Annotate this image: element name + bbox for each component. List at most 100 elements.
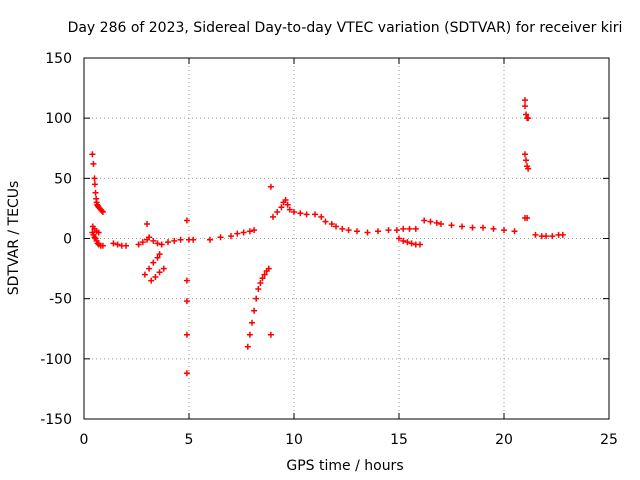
data-point <box>322 218 329 225</box>
data-point <box>99 209 106 216</box>
data-point <box>400 237 407 244</box>
data-point <box>282 196 289 203</box>
data-point <box>284 201 291 208</box>
data-point <box>522 103 528 110</box>
data-point <box>501 227 507 234</box>
data-point <box>297 210 304 217</box>
data-point <box>240 229 247 236</box>
data-point <box>393 227 400 234</box>
data-point <box>396 235 402 242</box>
data-point <box>255 286 262 293</box>
data-point <box>139 239 146 246</box>
grid <box>83 57 610 420</box>
data-point <box>339 225 346 232</box>
data-point <box>150 237 157 244</box>
data-point <box>278 204 285 211</box>
data-point <box>249 319 255 326</box>
data-point <box>135 241 142 248</box>
data-point <box>286 206 293 213</box>
data-point <box>400 225 407 232</box>
data-point <box>154 254 161 261</box>
data-point <box>412 225 419 232</box>
data-point <box>291 209 297 216</box>
data-point <box>318 213 325 220</box>
x-tick-label: 15 <box>390 432 408 448</box>
data-point <box>532 231 539 238</box>
data-point <box>183 217 190 224</box>
chart-title: Day 286 of 2023, Sidereal Day-to-day VTE… <box>68 20 623 36</box>
data-point <box>154 240 161 247</box>
data-point <box>549 233 556 240</box>
data-point <box>267 183 274 190</box>
data-point <box>91 234 98 241</box>
data-point <box>523 111 530 118</box>
y-tick-label: -150 <box>40 412 72 428</box>
data-point <box>522 151 528 158</box>
data-point <box>438 221 444 228</box>
x-tick-label: 25 <box>600 432 618 448</box>
data-point <box>148 277 155 284</box>
data-point <box>265 265 272 272</box>
data-point <box>146 234 153 241</box>
tick-labels: 0 5 10 15 20 25 -150 -100 -50 0 50 100 150 <box>40 51 618 448</box>
data-point <box>354 228 360 235</box>
data-point <box>110 240 117 247</box>
data-point <box>385 227 392 234</box>
data-point <box>525 165 532 172</box>
data-points <box>89 97 566 377</box>
y-tick-label: 100 <box>45 111 72 127</box>
x-tick-label: 10 <box>285 432 303 448</box>
data-point <box>146 265 153 272</box>
data-point <box>408 240 415 247</box>
data-point <box>303 211 310 218</box>
data-point <box>375 228 381 235</box>
data-point <box>345 227 352 234</box>
data-point <box>251 227 258 234</box>
data-point <box>246 228 253 235</box>
x-axis-label: GPS time / hours <box>286 458 403 474</box>
data-point <box>183 277 190 284</box>
y-tick-label: 0 <box>63 232 72 248</box>
data-point <box>150 259 157 266</box>
data-point <box>99 242 106 249</box>
data-point <box>421 217 428 224</box>
y-tick-label: -100 <box>40 352 72 368</box>
data-point <box>251 307 258 314</box>
data-point <box>228 233 234 240</box>
x-tick-label: 0 <box>80 432 89 448</box>
data-point <box>274 209 281 216</box>
data-point <box>417 241 423 248</box>
data-point <box>257 280 264 287</box>
data-point <box>448 222 455 229</box>
data-point <box>114 241 121 248</box>
data-point <box>490 225 497 232</box>
data-point <box>427 218 434 225</box>
data-point <box>270 213 276 220</box>
data-point <box>207 236 213 243</box>
data-point <box>183 331 190 338</box>
plot-frame <box>83 57 610 420</box>
data-point <box>459 223 465 230</box>
data-point <box>259 275 266 282</box>
data-point <box>89 151 96 158</box>
data-point <box>253 295 260 302</box>
x-tick-label: 5 <box>185 432 194 448</box>
data-point <box>144 221 150 228</box>
y-tick-label: 150 <box>45 51 72 67</box>
data-point <box>183 370 190 377</box>
data-point <box>171 237 178 244</box>
data-point <box>91 181 98 188</box>
x-tick-label: 20 <box>495 432 513 448</box>
data-point <box>141 271 148 278</box>
data-point <box>328 221 335 228</box>
data-point <box>98 207 105 214</box>
data-point <box>234 230 241 237</box>
data-point <box>433 219 440 226</box>
data-point <box>404 239 411 246</box>
data-point <box>524 215 531 222</box>
data-point <box>158 241 165 248</box>
data-point <box>177 236 184 243</box>
data-point <box>190 236 197 243</box>
y-tick-label: -50 <box>49 292 72 308</box>
